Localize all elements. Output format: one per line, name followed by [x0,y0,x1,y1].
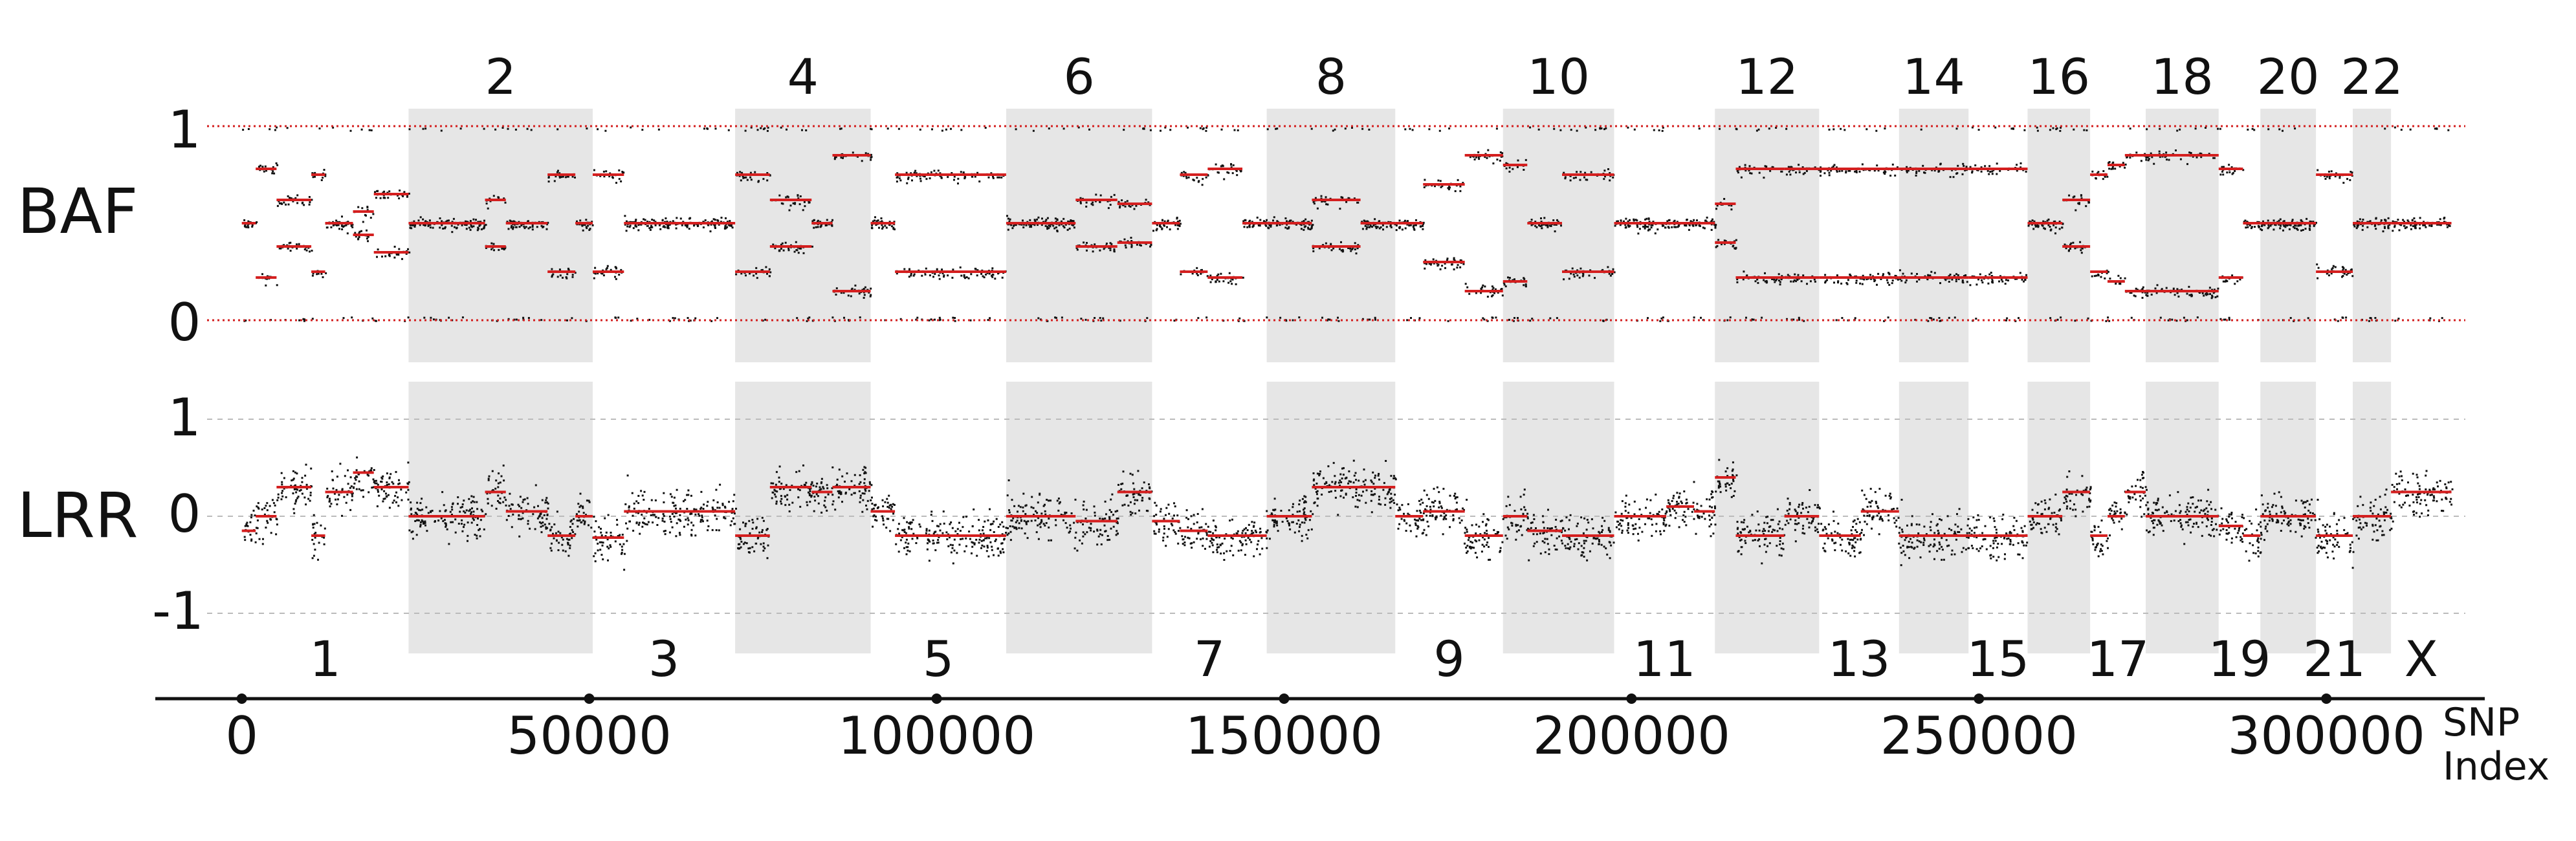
x-tick-label: 150000 [1185,706,1383,766]
chromosome-label-2: 2 [485,48,516,105]
chromosome-label-17: 17 [2087,630,2150,688]
chromosome-label-1: 1 [309,630,340,688]
chromosome-bands [408,109,2392,653]
chromosome-label-3: 3 [648,630,679,688]
segment-lines [207,125,2465,539]
chromosome-label-19: 19 [2208,630,2271,688]
lrr-ytick-neg1: -1 [152,581,204,641]
chromosome-label-6: 6 [1063,48,1094,105]
baf-band-chr4 [735,109,871,362]
baf-ytick-1: 1 [168,100,201,160]
x-tick-mark [1974,694,1985,704]
x-tick-label: 250000 [1880,706,2078,766]
chromosome-label-21: 21 [2303,630,2366,688]
baf-band-chr10 [1503,109,1614,362]
baf-ytick-0: 0 [168,292,201,353]
lrr-ytick-0: 0 [168,484,201,544]
x-axis-ticks: 0 50000 100000 150000 200000 250000 300000 [225,694,2425,766]
x-tick-label: 100000 [838,706,1035,766]
chromosome-label-8: 8 [1316,48,1347,105]
x-tick-mark [1279,694,1290,704]
baf-band-chr20 [2260,109,2317,362]
snp-points [242,126,2454,571]
chromosome-label-14: 14 [1902,48,1965,105]
x-tick-label: 50000 [507,706,672,766]
x-tick-mark [2321,694,2332,704]
x-axis-label: SNP Index [2443,700,2549,789]
chromosome-label-20: 20 [2257,48,2320,105]
snp-point-cloud [242,126,2454,571]
lrr-ytick-1: 1 [168,388,201,448]
baf-band-chr14 [1899,109,1969,362]
chromosome-label-10: 10 [1527,48,1590,105]
x-tick-label: 200000 [1533,706,1730,766]
chromosome-label-X: X [2405,630,2438,688]
chromosome-label-15: 15 [1966,630,2029,688]
chromosome-label-4: 4 [787,48,819,105]
baf-band-chr18 [2146,109,2219,362]
lrr-band-chr4 [735,382,871,653]
chromosome-label-11: 11 [1633,630,1696,688]
x-tick-mark [931,694,942,704]
lrr-band-chr14 [1899,382,1969,653]
x-tick-mark [236,694,247,704]
baf-band-chr16 [2027,109,2091,362]
baf-band-chr22 [2353,109,2392,362]
chromosome-label-5: 5 [923,630,954,688]
chromosome-label-13: 13 [1828,630,1891,688]
chromosome-label-7: 7 [1194,630,1225,688]
lrr-ylabel: LRR [17,479,138,552]
x-tick-mark [584,694,595,704]
chromosome-label-12: 12 [1735,48,1798,105]
chromosome-label-18: 18 [2151,48,2214,105]
baf-ylabel: BAF [17,175,138,248]
baf-band-chr6 [1006,109,1152,362]
baf-band-chr2 [408,109,593,362]
chromosome-label-9: 9 [1433,630,1464,688]
chromosome-label-22: 22 [2340,48,2403,105]
chromosome-label-16: 16 [2027,48,2090,105]
x-tick-label: 0 [225,706,258,766]
baf-band-chr12 [1715,109,1820,362]
x-tick-mark [1626,694,1637,704]
x-tick-label: 300000 [2228,706,2425,766]
baf-band-chr8 [1266,109,1396,362]
